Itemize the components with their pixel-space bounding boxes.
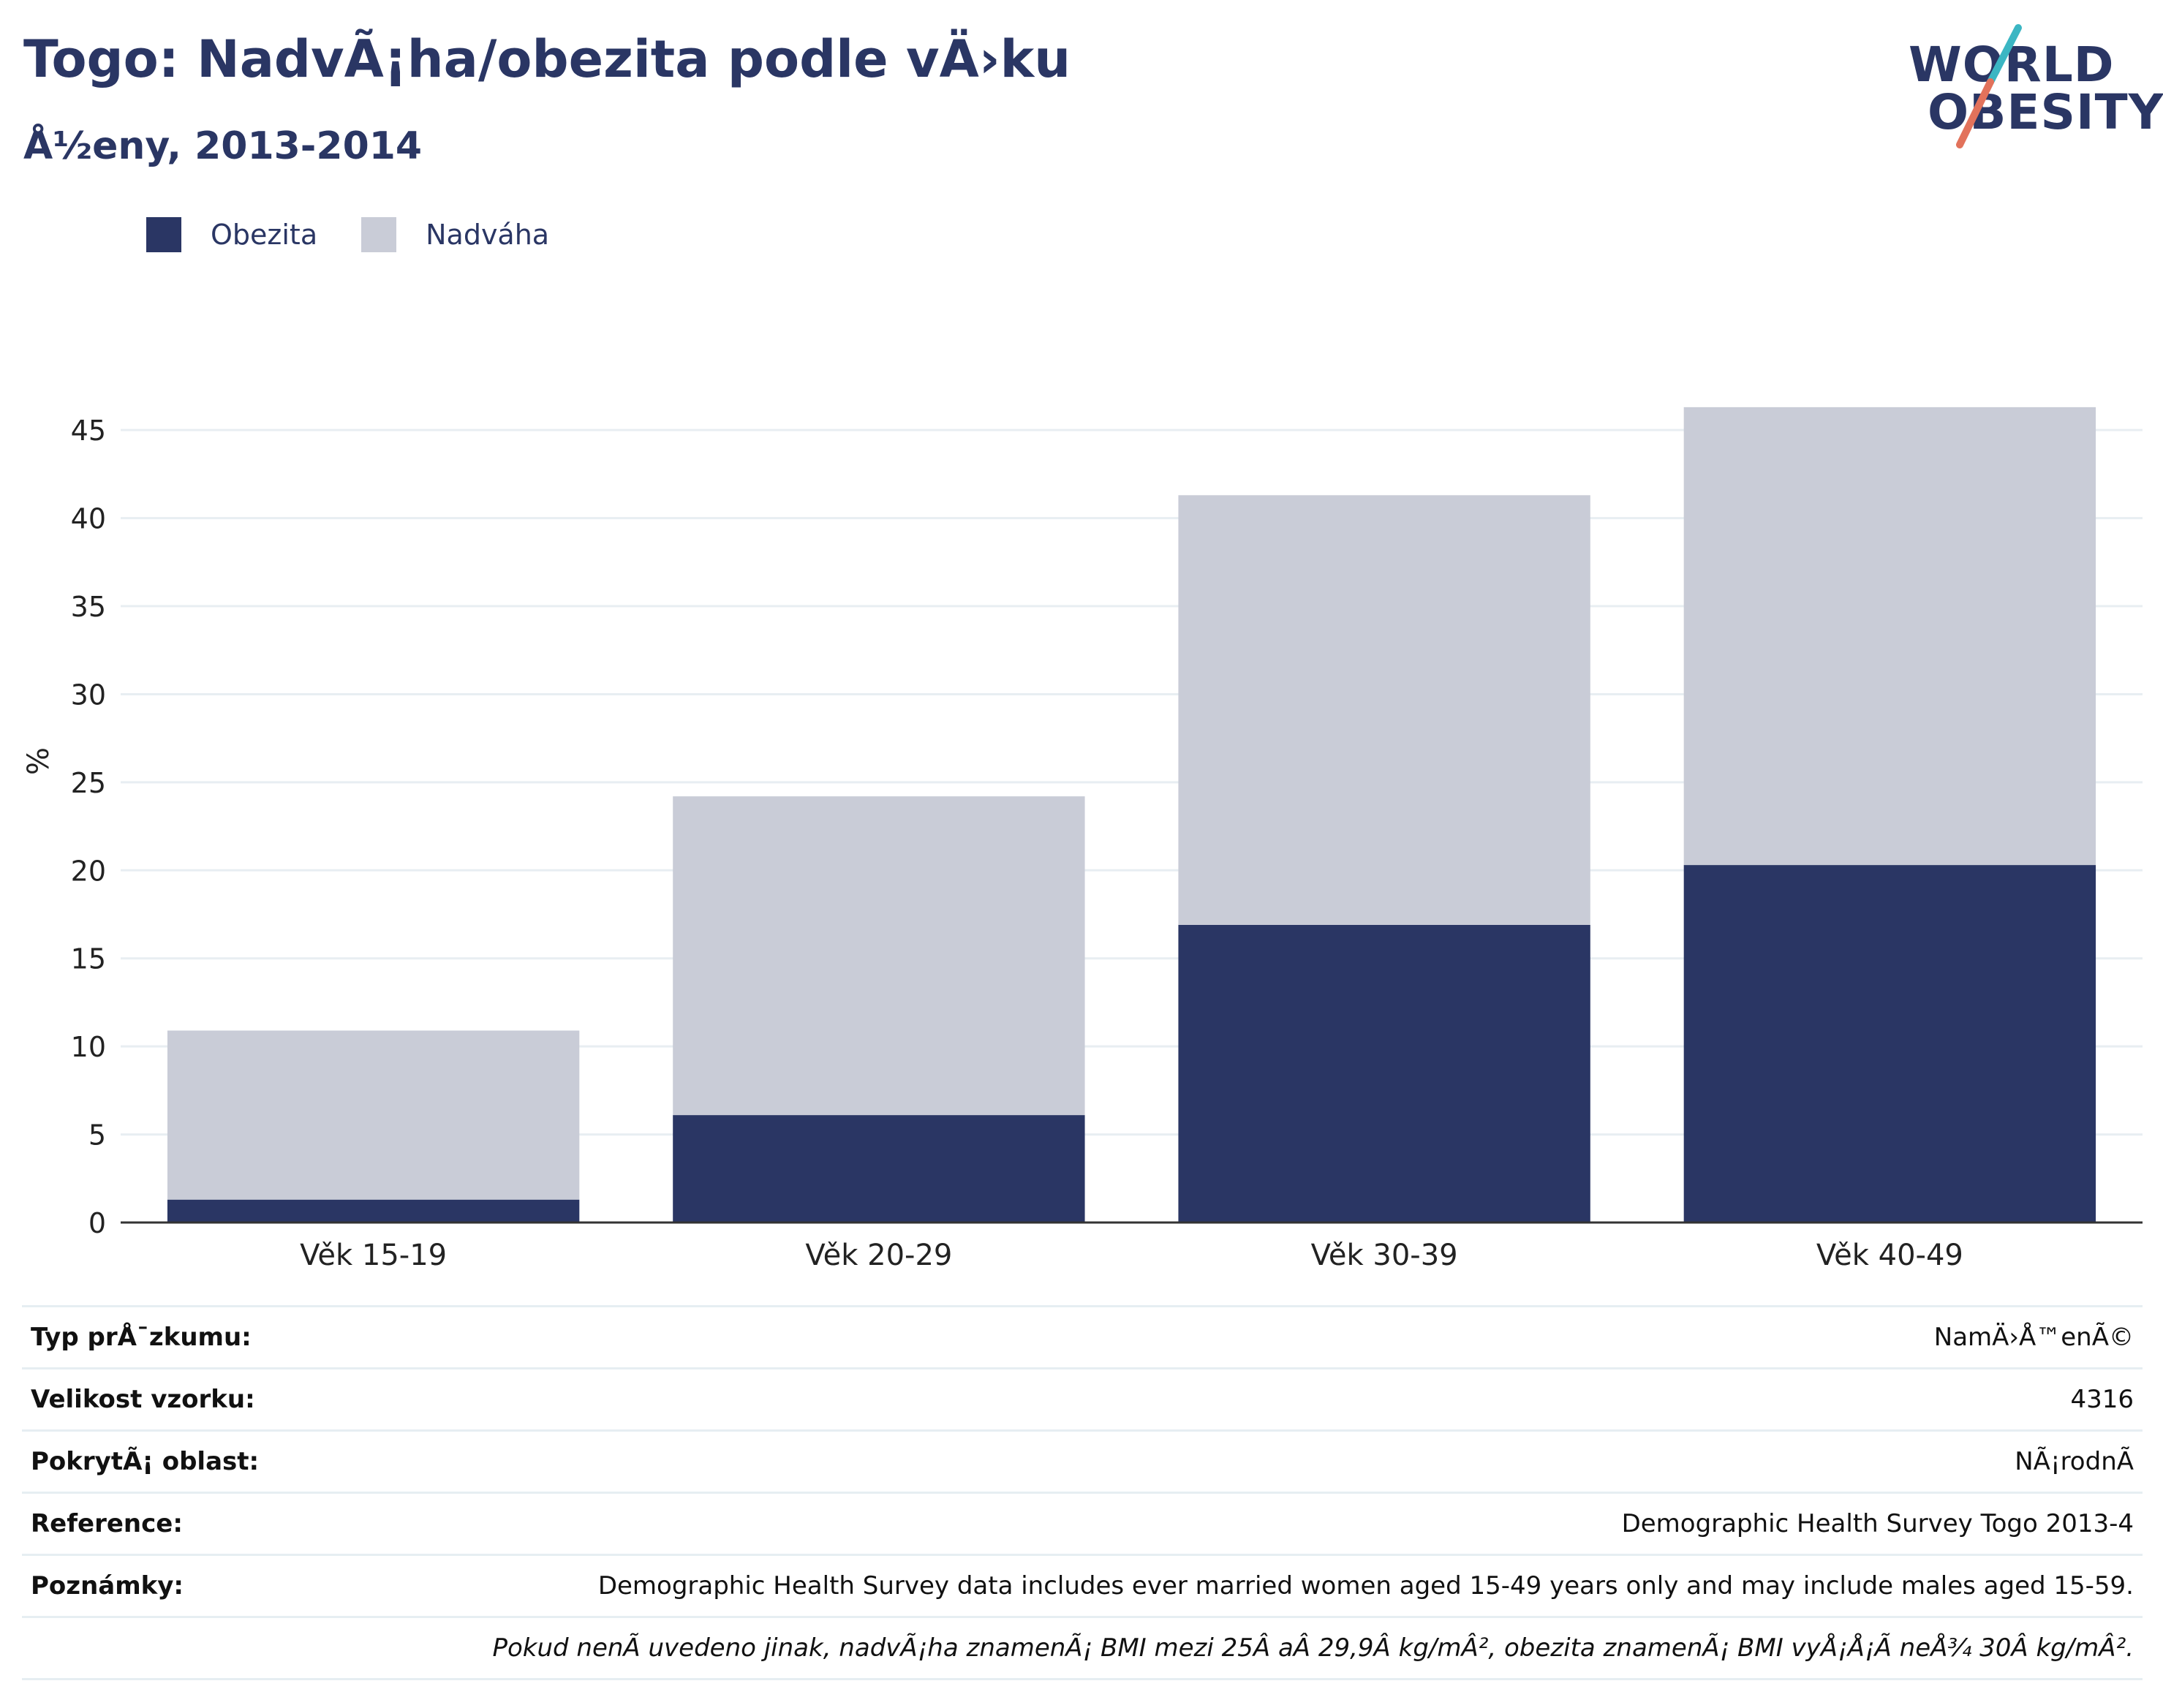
chart-title: Togo: NadvÃ¡ha/obezita podle vÄ›ku [23,29,1071,89]
row-key: Reference: [31,1509,183,1538]
bar-chart: 0 5 10 15 20 25 30 35 40 45 Věk 15-19 Věk 20-29 Věk … [71,407,2143,1272]
bar-overweight [1178,495,1590,925]
world-obesity-logo: WORLD OBESITY [1909,22,2163,154]
chart-legend: Obezita Nadváha [146,216,593,253]
y-tick-label: 30 [71,679,106,711]
logo-slash-icon [1956,24,2022,148]
metadata-table: Typ prÅ¯zkumu: NamÄ›Å™enÃ© Velikost vzor… [22,1305,2143,1680]
row-value: Demographic Health Survey data includes … [597,1571,2134,1601]
row-key: Poznámky: [31,1571,184,1601]
y-tick-label: 45 [71,415,106,447]
x-tick-label: Věk 20-29 [805,1239,952,1272]
bar-obesity [1178,924,1590,1223]
legend-label-obesity: Obezita [211,219,318,251]
bar-obesity [673,1115,1085,1223]
row-value: 4316 [2070,1385,2134,1414]
y-tick-label: 0 [88,1207,106,1239]
legend-swatch-obesity [146,217,181,252]
row-value: NÃ¡rodnÃ [2015,1447,2134,1476]
bar-obesity [1683,865,2096,1223]
table-row-notes: Poznámky: Demographic Health Survey data… [22,1554,2143,1616]
footnote: Pokud nenÃ uvedeno jinak, nadvÃ¡ha zname… [492,1633,2134,1663]
table-row-survey-type: Typ prÅ¯zkumu: NamÄ›Å™enÃ© [22,1305,2143,1367]
chart-subtitle: Å½eny, 2013-2014 [23,124,423,168]
x-tick-label: Věk 15-19 [300,1239,447,1272]
row-key: Typ prÅ¯zkumu: [31,1323,252,1352]
legend-item-obesity: Obezita [146,217,317,252]
x-tick-label: Věk 30-39 [1311,1239,1458,1272]
legend-swatch-overweight [361,217,397,252]
y-tick-label: 5 [88,1119,106,1152]
y-tick-label: 10 [71,1031,106,1063]
table-row-footnote: Pokud nenÃ uvedeno jinak, nadvÃ¡ha zname… [22,1616,2143,1680]
y-tick-label: 35 [71,591,106,623]
table-row-reference: Reference: Demographic Health Survey Tog… [22,1492,2143,1554]
y-tick-label: 20 [71,855,106,887]
y-axis-label: % [22,747,56,775]
bar-overweight [673,796,1085,1116]
row-key: Velikost vzorku: [31,1385,255,1414]
y-tick-label: 15 [71,943,106,975]
y-tick-label: 25 [71,767,106,799]
bar-overweight [1683,407,2096,866]
bar-overweight [167,1030,580,1200]
row-key: PokrytÃ¡ oblast: [31,1447,260,1476]
row-value: NamÄ›Å™enÃ© [1933,1323,2134,1352]
x-tick-label: Věk 40-49 [1816,1239,1963,1272]
table-row-sample-size: Velikost vzorku: 4316 [22,1367,2143,1429]
legend-item-overweight: Nadváha [361,217,549,252]
legend-label-overweight: Nadváha [426,219,550,251]
bar-obesity [167,1199,580,1223]
y-tick-label: 40 [71,503,106,535]
row-value: Demographic Health Survey Togo 2013-4 [1621,1509,2134,1538]
table-row-coverage: PokrytÃ¡ oblast: NÃ¡rodnÃ [22,1429,2143,1492]
